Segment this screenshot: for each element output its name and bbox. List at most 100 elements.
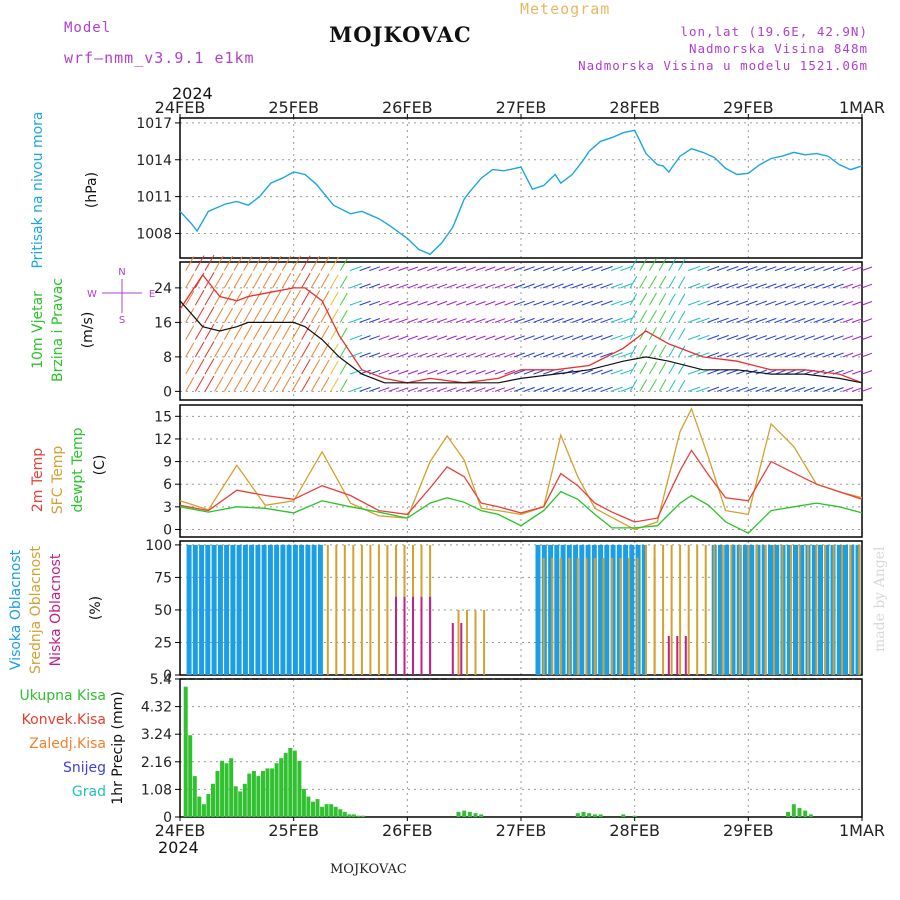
wind-barb bbox=[687, 334, 701, 341]
wind-barb bbox=[533, 317, 545, 323]
cloud-bar bbox=[858, 544, 861, 675]
wind-barb bbox=[803, 352, 815, 358]
wind-barb bbox=[369, 352, 381, 358]
precip-bar bbox=[188, 735, 193, 817]
wind-barb bbox=[272, 272, 282, 289]
wind-barb bbox=[281, 376, 292, 392]
wind-barb bbox=[456, 266, 467, 272]
cloud-bar bbox=[305, 544, 311, 675]
wind-barb bbox=[281, 341, 292, 358]
wind-barb bbox=[581, 300, 593, 306]
wind-barb bbox=[552, 335, 564, 341]
wind-barb bbox=[726, 335, 739, 341]
wind-barb bbox=[233, 359, 243, 375]
wind-barb bbox=[504, 335, 516, 341]
cloud-bar bbox=[623, 544, 629, 675]
wind-barb bbox=[552, 369, 564, 375]
precip-bar bbox=[356, 815, 361, 817]
wind-barbs bbox=[185, 254, 873, 392]
pressure-axis-title: Pritisak na nivou mora bbox=[30, 111, 46, 268]
cloud-bar bbox=[230, 544, 236, 675]
wind-barb bbox=[485, 300, 496, 306]
wind-barb bbox=[494, 352, 506, 358]
wind-barb bbox=[677, 276, 686, 289]
wind-barb bbox=[301, 324, 311, 340]
wind-barb bbox=[697, 265, 710, 272]
wind-barb bbox=[716, 283, 729, 289]
wind-barb bbox=[359, 266, 371, 272]
wind-barb bbox=[842, 300, 854, 306]
wind-barb bbox=[446, 318, 457, 323]
wind-barb bbox=[755, 386, 767, 392]
cloud-bar bbox=[721, 544, 724, 675]
wind-barb bbox=[262, 359, 272, 375]
wind-barb bbox=[204, 272, 215, 289]
cloud-bar bbox=[841, 544, 844, 675]
wind-barb bbox=[465, 387, 476, 392]
wind-barb bbox=[359, 317, 371, 323]
precip-bar bbox=[206, 794, 211, 817]
wind-barb bbox=[456, 318, 467, 323]
x-tick-label-bottom: 25FEB bbox=[268, 821, 319, 840]
wind-barb bbox=[301, 307, 311, 323]
wind-barb bbox=[774, 369, 787, 375]
wind-barb bbox=[803, 386, 815, 392]
precip-bar bbox=[462, 810, 467, 817]
mid-cloud-axis-title: Srednja Oblacnost bbox=[28, 546, 44, 674]
wind-barb bbox=[649, 361, 657, 375]
precip-bar bbox=[456, 811, 461, 817]
cloud-bar bbox=[713, 544, 716, 675]
wind-barb bbox=[388, 266, 399, 272]
wind-barb bbox=[185, 359, 195, 375]
wind-barb bbox=[658, 379, 667, 392]
wind-barb bbox=[736, 386, 748, 392]
precip-bar bbox=[292, 750, 297, 817]
x-tick-label-bottom: 1MAR bbox=[839, 821, 885, 840]
wind-barb bbox=[677, 328, 686, 340]
wind-barb bbox=[446, 335, 457, 341]
wind-barb bbox=[852, 283, 863, 289]
wind-barb bbox=[610, 317, 623, 323]
cloud-bar bbox=[249, 544, 255, 675]
y-tick-label: 5.4 bbox=[150, 672, 172, 688]
wind-barb bbox=[707, 300, 720, 306]
wind-barb bbox=[185, 377, 195, 392]
cloud-bar bbox=[781, 544, 784, 675]
cloud-bar bbox=[610, 557, 613, 675]
wind-barb bbox=[214, 272, 224, 289]
cloud-bar bbox=[667, 636, 670, 675]
wind-barb bbox=[823, 266, 835, 272]
wind-barb bbox=[755, 266, 767, 272]
cloud-bar bbox=[261, 544, 267, 675]
wind-barb bbox=[523, 335, 535, 341]
wind-barb bbox=[620, 352, 633, 358]
wind-barb bbox=[842, 387, 854, 392]
wind-barb bbox=[745, 283, 758, 289]
wind-barb bbox=[707, 334, 720, 341]
wind-barb bbox=[204, 358, 215, 375]
wind-barb bbox=[185, 308, 195, 323]
cloud-bar bbox=[799, 544, 805, 675]
precip-bar bbox=[192, 776, 197, 817]
y-tick-label: 9 bbox=[163, 455, 172, 471]
wind-barb bbox=[262, 255, 272, 271]
wind-barb bbox=[514, 283, 525, 289]
wind-barb bbox=[523, 386, 535, 392]
wind-barb bbox=[571, 300, 584, 306]
wind-barb bbox=[736, 266, 748, 272]
wind-barb bbox=[765, 386, 777, 392]
wind-barb bbox=[697, 300, 710, 306]
wind-barb bbox=[427, 387, 438, 392]
precip-bar bbox=[808, 814, 813, 817]
wind-barb bbox=[214, 324, 224, 340]
cloud-bar bbox=[610, 544, 616, 675]
cloud-bar bbox=[217, 544, 223, 675]
wind-barb bbox=[803, 335, 815, 341]
wind-barb bbox=[388, 369, 399, 375]
precip-bar bbox=[274, 763, 279, 817]
compass-s: S bbox=[119, 315, 125, 326]
wind-barb bbox=[475, 283, 486, 289]
wind-barb bbox=[726, 352, 739, 358]
wind-barb bbox=[726, 283, 739, 289]
cloud-bar bbox=[786, 544, 792, 675]
